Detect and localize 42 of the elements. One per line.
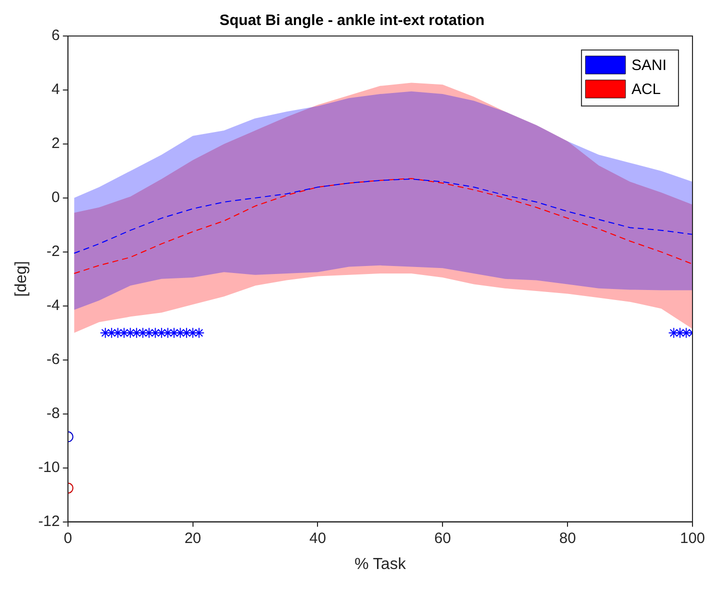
y-tick-label: 2: [52, 135, 60, 152]
point: [668, 327, 680, 338]
point: [174, 327, 186, 338]
point: [674, 327, 686, 338]
legend-label: ACL: [631, 81, 661, 98]
y-tick-label: -12: [38, 512, 60, 530]
x-tick-label: 80: [559, 530, 576, 547]
point: [124, 327, 136, 338]
y-tick-label: 4: [52, 81, 60, 98]
y-tick-label: -2: [46, 243, 60, 260]
legend-label: SANI: [631, 57, 666, 74]
x-tick-label: 60: [434, 530, 451, 547]
point: [194, 327, 205, 338]
y-tick-label: -10: [38, 458, 60, 476]
y-axis-title: [deg]: [13, 261, 30, 297]
y-tick-label: 6: [52, 27, 60, 44]
x-axis-title: % Task: [354, 556, 407, 573]
point: [131, 327, 142, 338]
point: [181, 327, 192, 338]
point: [137, 327, 148, 338]
point: [680, 327, 692, 338]
point: [168, 327, 180, 338]
point: [106, 327, 118, 338]
x-tick-label: 0: [64, 530, 72, 547]
point: [156, 327, 168, 338]
x-tick-label: 40: [309, 530, 326, 547]
point: [162, 327, 174, 338]
x-tick-label: 100: [680, 530, 705, 547]
point: [112, 327, 124, 338]
line-series: [74, 178, 692, 274]
point: [100, 327, 111, 338]
x-tick-label: 20: [184, 530, 202, 547]
y-tick-label: -6: [46, 351, 60, 368]
point: [118, 327, 130, 338]
point: [144, 327, 155, 338]
line-series: [74, 178, 692, 254]
point: [187, 327, 198, 338]
point: [150, 327, 161, 338]
y-tick-label: -4: [46, 297, 60, 314]
chart-title: Squat Bi angle - ankle int-ext rotation: [219, 12, 485, 30]
y-tick-label: -8: [46, 404, 60, 422]
y-tick-label: 0: [52, 189, 60, 206]
